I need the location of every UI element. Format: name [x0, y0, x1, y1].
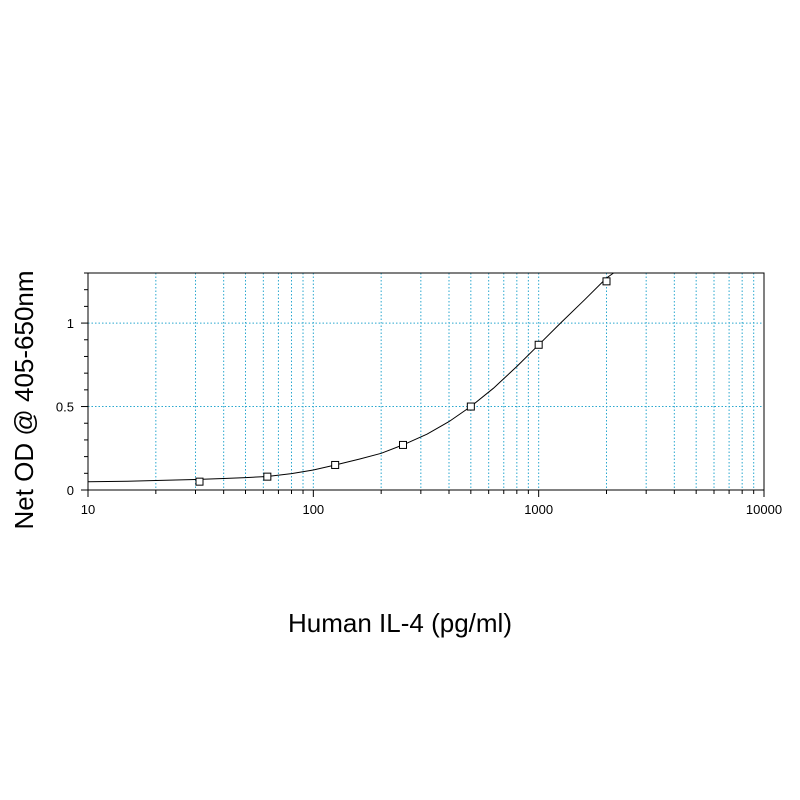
- x-tick-label: 10: [81, 502, 95, 517]
- x-tick-label: 1000: [524, 502, 553, 517]
- fit-curve-line: [87, 272, 614, 483]
- y-tick-label: 0: [67, 483, 74, 498]
- y-axis-title: Net OD @ 405-650nm: [9, 270, 39, 529]
- data-point-marker: [534, 340, 543, 349]
- x-axis-title: Human IL-4 (pg/ml): [288, 608, 512, 638]
- y-tick-label: 1: [67, 316, 74, 331]
- data-point-marker: [195, 477, 204, 486]
- fit-curve: [87, 272, 614, 483]
- data-point-marker: [331, 460, 340, 469]
- x-tick-label: 10000: [746, 502, 782, 517]
- data-point-marker: [466, 402, 475, 411]
- data-point-marker: [602, 277, 611, 286]
- y-tick-label: 0.5: [56, 400, 74, 415]
- data-point-marker: [263, 472, 272, 481]
- axes: [81, 272, 765, 497]
- plot-frame: [87, 272, 765, 491]
- data-point-marker: [399, 440, 408, 449]
- x-tick-label: 100: [302, 502, 324, 517]
- grid-lines: [88, 273, 764, 490]
- data-points: [195, 277, 611, 486]
- tick-labels: 10 100 1000 10000 0 0.5 1: [56, 316, 782, 517]
